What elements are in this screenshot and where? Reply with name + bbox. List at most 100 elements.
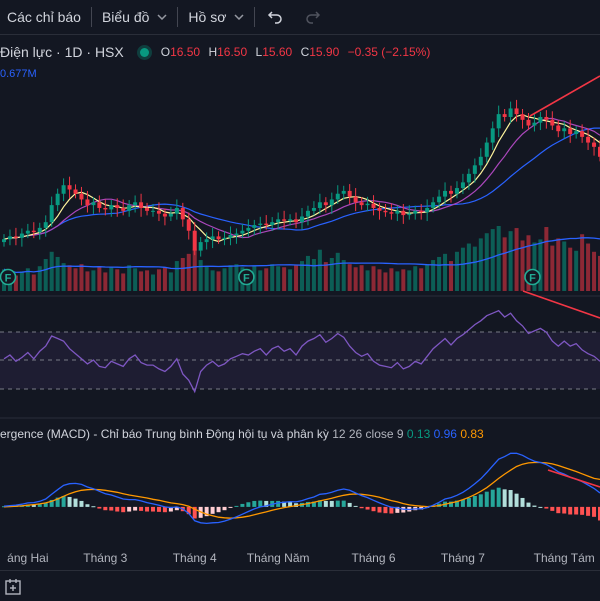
profile-label: Hồ sơ (188, 9, 227, 25)
volume-value: 0.677M (0, 68, 37, 80)
volume-bar (91, 270, 96, 291)
ma-long-line (3, 127, 600, 240)
candle-body (472, 165, 477, 174)
candle-body (55, 193, 60, 206)
volume-bar (490, 229, 495, 291)
macd-histogram-bar (592, 506, 597, 517)
undo-button[interactable] (255, 0, 295, 34)
macd-histogram-bar (216, 506, 221, 513)
macd-histogram-bar (43, 502, 48, 507)
chevron-down-icon (157, 11, 167, 23)
volume-bar (341, 260, 346, 291)
candle-body (25, 230, 30, 234)
volume-bar (109, 267, 114, 291)
volume-bar (133, 268, 138, 291)
macd-histogram-bar (97, 506, 102, 509)
macd-histogram-bar (37, 504, 42, 507)
calendar-add-icon[interactable] (4, 577, 24, 597)
volume-bar (103, 272, 108, 291)
macd-histogram-bar (162, 506, 167, 513)
macd-histogram-bar (151, 506, 155, 512)
candle-body (466, 173, 471, 183)
volume-bar (472, 246, 477, 291)
candle-body (67, 185, 72, 190)
macd-trendline (547, 469, 600, 488)
volume-bar (55, 256, 60, 291)
candle-body (270, 222, 275, 226)
low-label: L (255, 45, 263, 59)
time-axis-label: Tháng 7 (440, 551, 485, 565)
macd-histogram-bar (133, 506, 138, 511)
volume-bar (186, 253, 191, 291)
volume-bar (79, 264, 84, 291)
volume-bar (31, 274, 36, 291)
volume-bar (466, 243, 471, 291)
macd-histogram-bar (365, 506, 370, 510)
volume-bar (300, 261, 304, 291)
low-value: 15.60 (262, 45, 293, 59)
volume-bar (454, 251, 459, 291)
time-axis-label: Tháng 3 (83, 551, 128, 565)
macd-histogram-bar (49, 499, 54, 507)
candle-body (7, 236, 12, 240)
change-value: −0.35 (−2.15%) (347, 45, 431, 59)
volume-bar (305, 255, 310, 291)
time-axis-label: Tháng Năm (246, 551, 310, 565)
close-label: C (300, 45, 310, 59)
macd-histogram-bar (377, 506, 382, 513)
candle-body (192, 230, 197, 251)
chart-type-dropdown[interactable]: Biểu đồ (92, 0, 177, 34)
macd-histogram-bar (103, 506, 108, 511)
candle-body (407, 213, 412, 216)
macd-histogram-bar (532, 505, 537, 507)
candle-body (395, 210, 400, 214)
macd-title[interactable]: ergence (MACD) - Chỉ báo Trung bình Động… (0, 427, 329, 441)
volume-bar (270, 264, 275, 291)
candle-body (168, 213, 173, 217)
candle-body (85, 199, 90, 206)
indicators-button[interactable]: Các chỉ báo (0, 0, 91, 34)
macd-histogram-bar (85, 504, 90, 507)
time-axis-label: áng Hai (7, 551, 49, 565)
redo-button[interactable] (295, 0, 331, 34)
time-axis[interactable]: áng Hai Tháng 3 Tháng 4 Tháng Năm Tháng 6 Thá… (0, 546, 600, 570)
macd-histogram-bar (282, 501, 287, 507)
volume-bar (317, 249, 322, 291)
candle-body (413, 210, 418, 214)
candle-body (305, 210, 310, 217)
candle-body (508, 108, 513, 117)
macd-histogram-bar (276, 500, 281, 507)
dividend-marker-label: F (5, 273, 12, 285)
macd-histogram-value: 0.13 (406, 427, 431, 441)
rsi-line (3, 309, 600, 394)
macd-histogram-bar (520, 497, 525, 507)
open-label: O (160, 45, 171, 59)
profile-dropdown[interactable]: Hồ sơ (178, 0, 254, 34)
symbol-legend: Điện lực · 1D · HSX O16.50 H16.50 L15.60… (0, 44, 435, 60)
volume-bar (520, 240, 525, 291)
macd-histogram-bar (246, 502, 251, 507)
undo-icon (268, 11, 283, 24)
time-axis-label: Tháng Tám (533, 551, 595, 565)
macd-histogram-bar (466, 497, 471, 507)
macd-histogram-bar (383, 506, 388, 514)
macd-histogram-bar (311, 501, 316, 507)
candle-body (454, 188, 459, 194)
macd-histogram-bar (252, 500, 257, 507)
volume-bar (335, 252, 340, 291)
dividend-marker-label: F (243, 273, 250, 285)
symbol-title[interactable]: Điện lực · 1D · HSX (0, 44, 124, 60)
macd-histogram-bar (156, 506, 161, 512)
candle-body (61, 185, 66, 194)
chart-type-label: Biểu đồ (101, 9, 150, 25)
macd-histogram-bar (586, 506, 591, 516)
open-value: 16.50 (170, 45, 201, 59)
macd-histogram-bar (73, 498, 78, 507)
volume-bar (580, 234, 585, 291)
volume-bar (550, 245, 555, 291)
volume-bar (574, 250, 579, 291)
macd-histogram-bar (115, 506, 120, 512)
high-label: H (208, 45, 218, 59)
volume-bar (460, 247, 465, 291)
